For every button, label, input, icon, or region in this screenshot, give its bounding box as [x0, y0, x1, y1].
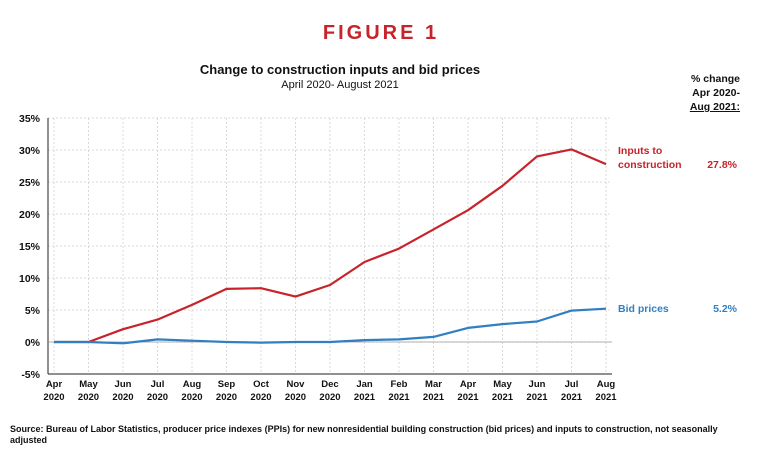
x-tick-month: Feb	[391, 379, 408, 390]
y-tick-label: 20%	[19, 209, 41, 221]
x-tick-year: 2020	[319, 392, 340, 403]
x-tick-year: 2021	[354, 392, 376, 403]
y-tick-label: 30%	[19, 145, 41, 157]
x-tick-month: Jun	[115, 379, 132, 390]
x-tick-month: Jan	[356, 379, 373, 390]
x-tick-year: 2020	[78, 392, 99, 403]
grid-layer	[48, 117, 612, 375]
x-tick-month: Aug	[183, 379, 202, 390]
chart-title: Change to construction inputs and bid pr…	[199, 62, 481, 77]
bid-change-value: 5.2%	[713, 303, 738, 315]
x-tick-year: 2021	[423, 392, 445, 403]
x-tick-month: Sep	[218, 379, 236, 390]
x-tick-year: 2020	[112, 392, 133, 403]
y-tick-label: 35%	[19, 113, 41, 125]
x-tick-month: Aug	[597, 379, 616, 390]
x-tick-year: 2021	[457, 392, 479, 403]
x-tick-year: 2020	[147, 392, 168, 403]
x-tick-year: 2020	[216, 392, 237, 403]
y-tick-label: -5%	[21, 369, 40, 381]
bid-series-label: Bid prices	[618, 303, 669, 315]
inputs-series-label-line1: Inputs to	[618, 145, 662, 157]
percent-change-header-line1: % change	[690, 73, 740, 85]
x-tick-month: Jul	[151, 379, 165, 390]
x-tick-month: Nov	[287, 379, 306, 390]
x-tick-year: 2020	[250, 392, 271, 403]
figure-label: FIGURE 1	[322, 22, 440, 44]
inputs-to-construction-line	[54, 148, 607, 344]
x-tick-month: Jun	[529, 379, 546, 390]
x-tick-month: Apr	[460, 379, 477, 390]
x-tick-year: 2020	[285, 392, 306, 403]
x-tick-month: May	[493, 379, 512, 390]
x-tick-year: 2021	[561, 392, 583, 403]
percent-change-header: % change Apr 2020- Aug 2021:	[660, 72, 740, 114]
inputs-change-value: 27.8%	[707, 159, 737, 171]
x-tick-year: 2020	[43, 392, 64, 403]
percent-change-header-line2: Apr 2020-	[692, 87, 740, 99]
x-tick-year: 2020	[181, 392, 202, 403]
x-tick-month: Jul	[565, 379, 579, 390]
y-tick-label: 25%	[19, 177, 41, 189]
bid-prices-line	[54, 307, 607, 345]
percent-change-header-line3: Aug 2021:	[689, 101, 740, 113]
x-tick-month: May	[79, 379, 98, 390]
source-note: Source: Bureau of Labor Statistics, prod…	[10, 424, 718, 445]
x-tick-year: 2021	[388, 392, 410, 403]
axis-layer: -5% 0% 5% 10% 15% 20% 25% 30% 35% Apr 2020 May 2020 J…	[19, 113, 617, 403]
label-layer: Inputs to construction 27.8% Bid prices 5.2%	[618, 145, 738, 315]
y-tick-label: 15%	[19, 241, 41, 253]
y-tick-label: 5%	[25, 305, 41, 317]
x-tick-year: 2021	[492, 392, 514, 403]
series-layer	[54, 148, 607, 345]
x-tick-month: Dec	[321, 379, 338, 390]
inputs-series-label-line2: construction	[618, 159, 682, 171]
y-tick-label: 0%	[25, 337, 41, 349]
x-tick-month: Oct	[253, 379, 270, 390]
x-tick-year: 2021	[595, 392, 617, 403]
y-tick-label: 10%	[19, 273, 41, 285]
x-tick-year: 2021	[526, 392, 548, 403]
x-tick-month: Mar	[425, 379, 442, 390]
chart-subtitle: April 2020- August 2021	[281, 79, 399, 91]
x-tick-month: Apr	[46, 379, 63, 390]
